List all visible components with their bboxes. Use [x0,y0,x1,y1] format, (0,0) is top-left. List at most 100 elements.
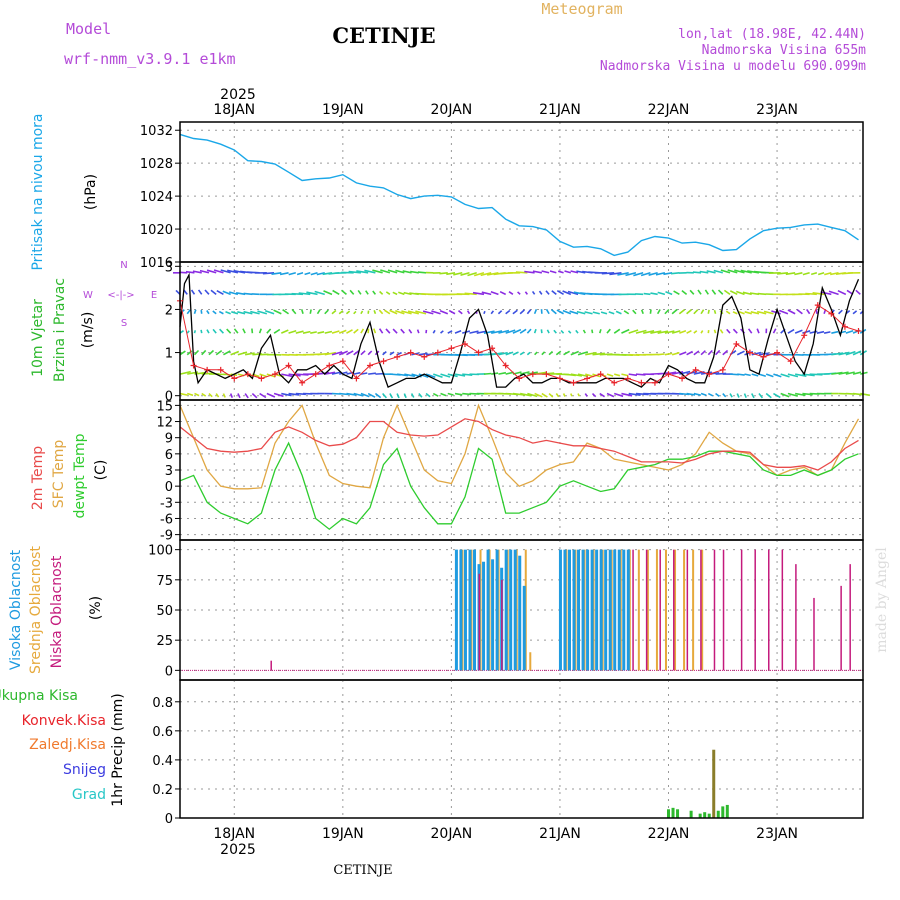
wind-arrow [689,289,695,295]
wind-arrow [562,309,572,315]
wind-arrow [534,392,543,398]
wind-arrow [187,392,194,397]
wind-arrow [719,329,724,334]
wind-arrow [425,373,436,379]
wind-arrow [418,393,423,398]
wind-arrow [417,271,427,274]
wind-arrow [398,291,405,296]
wind-arrow [751,373,759,377]
wind-arrow [817,272,825,276]
wind-arrow [713,269,723,274]
wind-arrow [257,310,268,315]
wind-arrow [403,393,407,399]
wind-arrow [693,392,701,396]
cloud-bar [463,549,467,671]
cloud-bar [495,549,499,671]
bottom-day-18JAN: 18JAN [213,826,255,842]
cloud-bar [473,549,477,671]
temp-unit: (C) [93,460,109,481]
wind-arrow [505,371,514,375]
wind-arrow [650,292,658,296]
wind-arrow [527,392,538,398]
cloud-bar [622,549,626,671]
wind-arrow [392,328,398,334]
wind-arrow [707,392,714,397]
wind-arrow [395,309,405,315]
wind-arrows [172,269,871,399]
wind-arrow [679,351,687,356]
wind-arrow [340,289,347,295]
wind-arrow [216,289,224,296]
wind-arrow [723,289,731,295]
wind-arrow [704,289,709,295]
tick-label-1: 1 [165,347,173,362]
wind-arrow [353,371,361,375]
wind-arrow [408,328,413,334]
tick-label-25: 25 [156,634,173,649]
wind-ylabel-1: 10m Vjetar [30,299,46,377]
wind-arrow [228,291,239,296]
wind-arrow [464,292,477,296]
cloud-ylabel-2: Srednja Oblacnost [28,546,44,674]
wind-arrow [742,291,752,296]
wind-arrow [845,350,856,356]
wind-arrow [281,373,293,378]
precip-bar [689,810,693,818]
wind-arrow [360,392,370,398]
wind-arrow [632,309,637,315]
wind-arrow [692,271,702,274]
wind-arrow [550,308,557,315]
wind-arrow [378,309,384,315]
legend-total: Ukupna Kisa [0,688,78,704]
cloud-bar [674,549,677,671]
wind-arrow [515,271,528,274]
cloud-bar [626,549,630,671]
wind-arrow [331,330,340,334]
wind-arrow [582,329,586,334]
wind-arrow [237,393,241,399]
wind-arrow [360,310,364,315]
wind-arrow [722,392,727,398]
tick-label-50: 50 [156,604,173,619]
wind-arrow [606,392,615,398]
wind-arrow [273,309,282,315]
wind-arrow [389,351,395,356]
wind-arrow [364,269,376,274]
wind-arrow [736,393,740,398]
wind-arrow [623,310,630,315]
wind-arrow [802,272,810,276]
top-day-20JAN: 20JAN [431,102,473,118]
tick-label-1020: 1020 [140,223,173,238]
wind-arrow [448,309,456,315]
cloud-bar [604,549,608,671]
wind-arrow [480,272,492,277]
wind-arrow [816,330,825,334]
cloud-bar [586,549,590,671]
model-name: wrf-nmm_v3.9.1 e1km [64,50,236,68]
cloud-bar [563,549,567,671]
cloud-bar [646,549,649,671]
wind-arrow [837,289,847,296]
wind-arrow [225,311,231,315]
wind-arrow [316,272,325,276]
wind-arrow [852,350,862,356]
wind-arrow [757,292,767,296]
wind-arrow [467,272,477,277]
wind-arrow [686,350,693,356]
wind-arrow [499,290,507,296]
lonlat: lon,lat (18.98E, 42.44N) [678,27,866,42]
wind-arrow [707,309,710,314]
cloud-bar [459,549,463,671]
wind-arrow [838,351,850,356]
wind-arrow [204,289,210,295]
cloud-bar [613,549,617,671]
pressure-border [179,121,864,263]
wind-arrow [591,329,594,334]
wind-arrow [316,309,321,315]
wind-arrow [640,309,644,315]
wind-arrow [389,393,394,399]
wind-arrow [324,371,336,375]
legend-convective: Konvek.Kisa [22,713,106,729]
wind-arrow [796,308,803,315]
wind-arrow [845,330,854,334]
